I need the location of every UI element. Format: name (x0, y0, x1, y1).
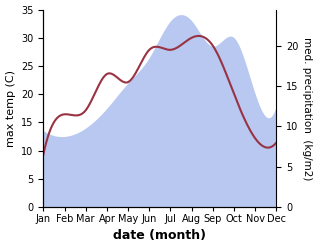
Y-axis label: med. precipitation  (kg/m2): med. precipitation (kg/m2) (302, 36, 313, 180)
Y-axis label: max temp (C): max temp (C) (5, 70, 16, 147)
X-axis label: date (month): date (month) (114, 229, 206, 243)
